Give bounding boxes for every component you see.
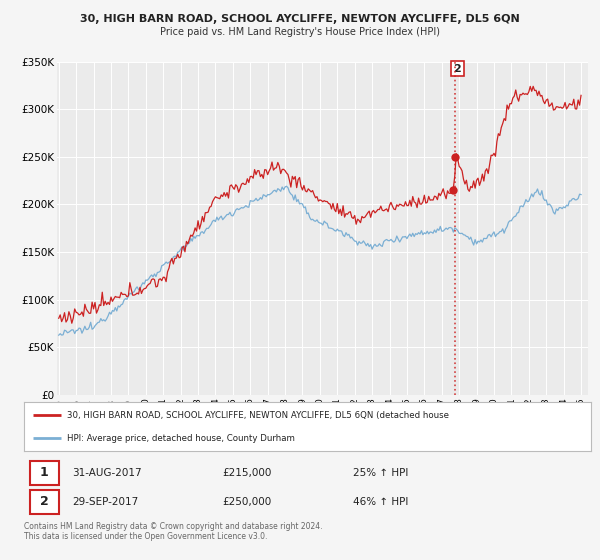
Text: 31-AUG-2017: 31-AUG-2017 bbox=[72, 468, 142, 478]
FancyBboxPatch shape bbox=[29, 490, 59, 515]
Text: 2: 2 bbox=[40, 496, 49, 508]
Text: 29-SEP-2017: 29-SEP-2017 bbox=[72, 497, 139, 507]
Text: 30, HIGH BARN ROAD, SCHOOL AYCLIFFE, NEWTON AYCLIFFE, DL5 6QN (detached house: 30, HIGH BARN ROAD, SCHOOL AYCLIFFE, NEW… bbox=[67, 411, 449, 420]
Text: 1: 1 bbox=[40, 466, 49, 479]
Text: 25% ↑ HPI: 25% ↑ HPI bbox=[353, 468, 408, 478]
Text: Contains HM Land Registry data © Crown copyright and database right 2024.
This d: Contains HM Land Registry data © Crown c… bbox=[24, 522, 323, 542]
Text: £215,000: £215,000 bbox=[223, 468, 272, 478]
Text: 46% ↑ HPI: 46% ↑ HPI bbox=[353, 497, 408, 507]
FancyBboxPatch shape bbox=[29, 461, 59, 486]
Text: £250,000: £250,000 bbox=[223, 497, 272, 507]
Text: 30, HIGH BARN ROAD, SCHOOL AYCLIFFE, NEWTON AYCLIFFE, DL5 6QN: 30, HIGH BARN ROAD, SCHOOL AYCLIFFE, NEW… bbox=[80, 14, 520, 24]
Text: Price paid vs. HM Land Registry's House Price Index (HPI): Price paid vs. HM Land Registry's House … bbox=[160, 27, 440, 38]
Text: HPI: Average price, detached house, County Durham: HPI: Average price, detached house, Coun… bbox=[67, 434, 295, 443]
Text: 2: 2 bbox=[454, 63, 461, 73]
